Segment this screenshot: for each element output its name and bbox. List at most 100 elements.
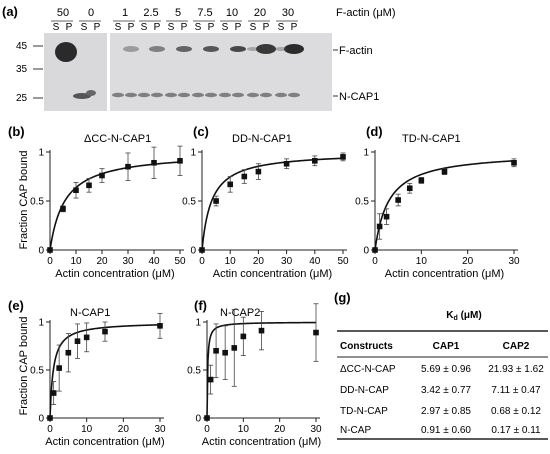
table-body: ΔCC-N-CAP 5.69 ± 0.96 21.93 ± 1.62 DD-N-CAP… [340, 364, 544, 436]
gel-band-actin-s [275, 47, 287, 51]
table-cell-construct: TD-N-CAP [340, 406, 388, 417]
plot-data-point [283, 160, 290, 167]
gel-lane-p-label: P [208, 22, 215, 33]
plot-x-tick-label: 30 [281, 256, 293, 267]
gel-band-ncap [260, 92, 272, 98]
plot-data-point [511, 159, 517, 166]
plot-x-tick-label: 30 [508, 256, 520, 267]
band-label-ncap: N-CAP1 [339, 91, 379, 103]
plot-data-point [231, 345, 238, 351]
mw-marker-45: 45 [16, 41, 28, 52]
plot-y-tick-label: 0 [190, 246, 196, 257]
plot-y-tick-label: 1 [38, 148, 44, 159]
plot-data-point [213, 198, 219, 204]
plot-data-point [258, 327, 265, 334]
gel-band-ncap [288, 92, 300, 98]
plot-data-point [199, 247, 205, 253]
gel-band-actin-s [247, 47, 259, 51]
table-col-header-cap1: CAP1 [433, 341, 460, 352]
gel-band-ncap-0s [73, 93, 91, 99]
plot-x-tick-label: 30 [154, 424, 166, 435]
table-cell-construct: N-CAP [340, 425, 371, 436]
plot-y-tick-label: 0 [195, 414, 201, 425]
plot-x-tick-label: 30 [310, 424, 322, 435]
plot-data-point [157, 323, 163, 329]
gel-lane-p-label: P [66, 22, 73, 33]
plot-data-point [441, 168, 448, 175]
plot-data-point [151, 159, 157, 166]
plot-data-point [383, 213, 390, 220]
plot-x-tick-label: 20 [118, 424, 130, 435]
plot-data-point [312, 158, 318, 164]
plot-x-tick-label: 30 [122, 256, 134, 267]
table-cell-cap2: 0.68 ± 0.12 [491, 406, 541, 417]
band-label-actin: F-actin [339, 45, 373, 57]
plot-data-point [60, 206, 66, 212]
plot-fit-curve [49, 161, 181, 251]
plot-fit-curve [374, 160, 515, 251]
gel-band-actin [176, 46, 192, 52]
gel-band-actin [256, 44, 276, 54]
gel-lane-p-label: P [181, 22, 188, 33]
plot-y-tick-label: 0.5 [355, 197, 369, 208]
plot-y-tick-label: 0 [363, 246, 369, 257]
gel-lane-s-label: S [115, 22, 122, 33]
plot-data-point [125, 163, 131, 170]
gel-band-ncap [112, 92, 124, 98]
gel-conc-label: 1 [122, 7, 128, 19]
gel-band-ncap [247, 92, 259, 98]
table-cell-cap1: 2.97 ± 0.85 [421, 406, 471, 417]
plot-x-axis-label: Actin concentration (μM) [385, 268, 504, 280]
kd-table: (g) Kd (μM) Constructs CAP1 CAP2 ΔCC-N-C… [334, 290, 548, 440]
table-cell-construct: ΔCC-N-CAP [340, 364, 396, 375]
plot-title: N-CAP1 [70, 307, 110, 319]
plot-x-axis-label: Actin concentration (μM) [55, 268, 174, 280]
table-cell-cap2: 21.93 ± 1.62 [488, 364, 544, 375]
plot-title: ΔCC-N-CAP1 [84, 133, 151, 145]
plot-data-point [86, 182, 92, 189]
plot-fit-curve [201, 157, 344, 251]
gel-conc-label: 50 [57, 7, 69, 19]
plot-data-point [227, 181, 233, 188]
plot-data-point [56, 365, 62, 371]
gel-conc-label: 2.5 [143, 7, 158, 19]
gel-lane-s-label: S [81, 22, 88, 33]
gel-lane-p-label: P [263, 22, 270, 33]
plot-panel-label: (d) [366, 124, 383, 139]
plot-data-point [240, 333, 247, 340]
gel-band-ncap [205, 92, 217, 98]
plot-x-tick-label: 40 [309, 256, 321, 267]
gel-band-ncap [275, 92, 287, 98]
plot-data-point [241, 173, 248, 180]
mw-marker-35: 35 [16, 64, 28, 75]
plot-y-tick-label: 1 [195, 318, 201, 329]
plot-x-tick-label: 0 [204, 424, 210, 435]
plot-data-point [207, 376, 214, 383]
gel-lane-p-label: P [128, 22, 135, 33]
gel-bands-right [112, 44, 304, 98]
table-col-header-cap2: CAP2 [503, 341, 530, 352]
plot-y-tick-label: 0.5 [30, 366, 44, 377]
plot-x-tick-label: 20 [253, 256, 265, 267]
plot-data-point [313, 329, 319, 336]
plot-data-point [83, 334, 90, 341]
gel-lane-p-label: P [94, 22, 101, 33]
gel-band-ncap [125, 92, 137, 98]
plot-x-tick-label: 20 [96, 256, 108, 267]
plot-y-tick-label: 0.5 [30, 197, 44, 208]
gel-lane-p-label: P [291, 22, 298, 33]
gel-lane-s-label: S [53, 22, 60, 33]
table-cell-cap1: 3.42 ± 0.77 [421, 385, 471, 396]
gel-conc-label: 5 [175, 7, 181, 19]
gel-conc-label: 7.5 [197, 7, 212, 19]
gel-band-ncap [178, 92, 190, 98]
plot-y-tick-label: 0.5 [187, 366, 201, 377]
plot-x-axis-label: Actin concentration (μM) [213, 268, 332, 280]
gel-band-actin [203, 46, 219, 52]
gel-image-left [44, 33, 107, 111]
plot-panel-label: (e) [8, 298, 24, 313]
